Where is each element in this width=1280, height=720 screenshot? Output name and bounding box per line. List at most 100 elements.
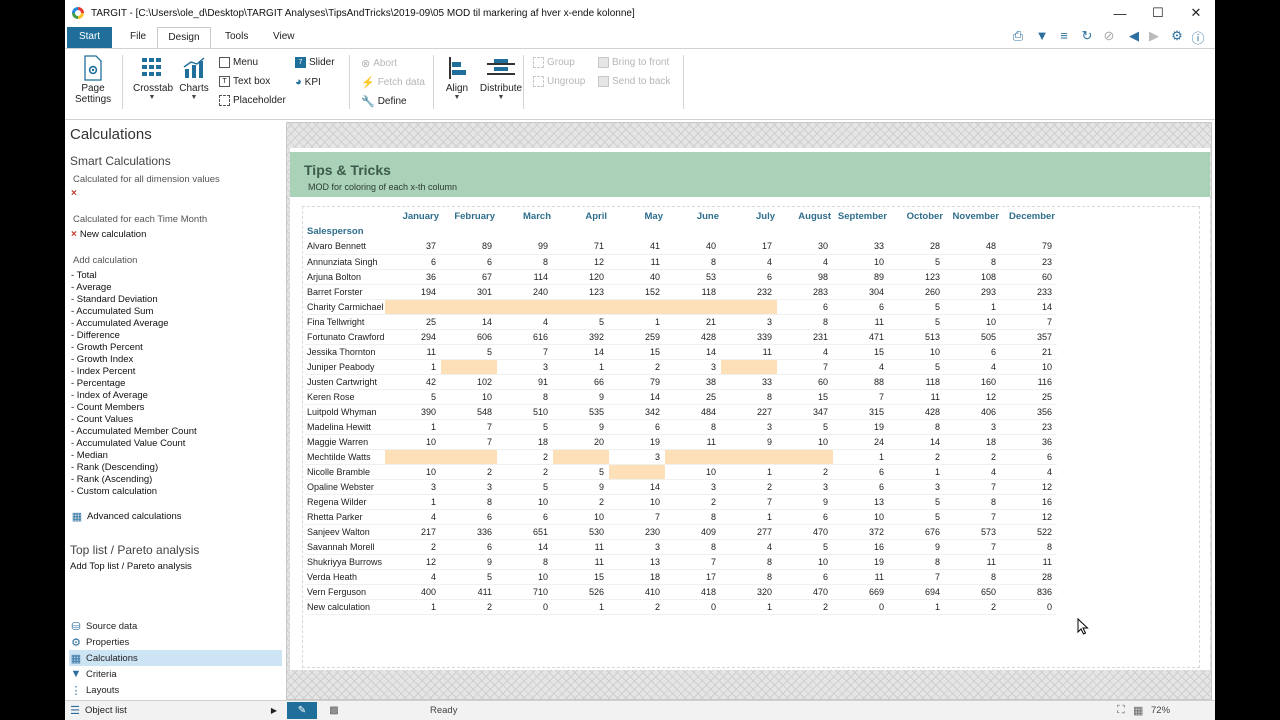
fit-page-icon[interactable]: ⛶ (1117, 704, 1125, 716)
value-cell[interactable]: 7 (777, 359, 833, 375)
value-cell[interactable]: 37 (385, 239, 441, 255)
salesperson-name[interactable]: Opaline Webster (305, 479, 385, 495)
value-cell[interactable]: 10 (777, 434, 833, 450)
value-cell[interactable]: 651 (497, 524, 553, 540)
month-header[interactable]: May (644, 211, 663, 222)
value-cell[interactable]: 6 (777, 509, 833, 525)
value-cell[interactable] (609, 299, 665, 315)
value-cell[interactable] (665, 449, 721, 465)
value-cell[interactable]: 28 (1001, 569, 1057, 585)
value-cell[interactable]: 15 (609, 344, 665, 360)
value-cell[interactable]: 19 (833, 554, 889, 570)
value-cell[interactable]: 7 (441, 419, 497, 435)
value-cell[interactable]: 428 (665, 329, 721, 345)
value-cell[interactable]: 5 (441, 569, 497, 585)
value-cell[interactable]: 301 (441, 284, 497, 300)
value-cell[interactable]: 4 (497, 314, 553, 330)
value-cell[interactable]: 406 (945, 404, 1001, 420)
value-cell[interactable]: 400 (385, 584, 441, 600)
value-cell[interactable] (441, 359, 497, 375)
value-cell[interactable]: 505 (945, 329, 1001, 345)
value-cell[interactable]: 5 (889, 359, 945, 375)
value-cell[interactable]: 8 (497, 554, 553, 570)
value-cell[interactable]: 227 (721, 404, 777, 420)
value-cell[interactable]: 11 (833, 569, 889, 585)
add-calc-item[interactable]: - Index of Average (71, 390, 148, 401)
value-cell[interactable]: 0 (665, 599, 721, 615)
value-cell[interactable]: 9 (553, 419, 609, 435)
value-cell[interactable]: 7 (945, 539, 1001, 555)
slider-button[interactable]: 7 Slider (295, 57, 335, 68)
value-cell[interactable]: 13 (609, 554, 665, 570)
value-cell[interactable]: 11 (553, 554, 609, 570)
value-cell[interactable]: 15 (553, 569, 609, 585)
value-cell[interactable]: 6 (441, 254, 497, 270)
add-calc-item[interactable]: - Accumulated Member Count (71, 426, 197, 437)
salesperson-name[interactable]: Juniper Peabody (305, 359, 385, 375)
value-cell[interactable]: 260 (889, 284, 945, 300)
value-cell[interactable]: 7 (833, 389, 889, 405)
value-cell[interactable]: 8 (721, 389, 777, 405)
tab-design[interactable]: Design (157, 27, 211, 48)
value-cell[interactable]: 7 (441, 434, 497, 450)
salesperson-name[interactable]: Mechtilde Watts (305, 449, 385, 465)
value-cell[interactable]: 1 (385, 599, 441, 615)
value-cell[interactable]: 8 (777, 314, 833, 330)
value-cell[interactable]: 8 (497, 389, 553, 405)
value-cell[interactable]: 10 (665, 464, 721, 480)
value-cell[interactable]: 8 (665, 539, 721, 555)
value-cell[interactable]: 4 (777, 344, 833, 360)
value-cell[interactable]: 30 (777, 239, 833, 255)
value-cell[interactable]: 694 (889, 584, 945, 600)
month-header[interactable]: August (798, 211, 831, 222)
filter-list-icon[interactable]: ≡ (1060, 28, 1068, 43)
salesperson-name[interactable]: Savannah Morell (305, 539, 385, 555)
value-cell[interactable]: 42 (385, 374, 441, 390)
value-cell[interactable]: 471 (833, 329, 889, 345)
month-header[interactable]: July (755, 211, 775, 222)
value-cell[interactable]: 0 (497, 599, 553, 615)
add-toplist-link[interactable]: Add Top list / Pareto analysis (70, 561, 192, 572)
value-cell[interactable]: 12 (1001, 509, 1057, 525)
value-cell[interactable]: 6 (833, 464, 889, 480)
add-calc-item[interactable]: - Percentage (71, 378, 126, 389)
value-cell[interactable]: 11 (553, 539, 609, 555)
value-cell[interactable]: 48 (945, 239, 1001, 255)
value-cell[interactable] (721, 359, 777, 375)
value-cell[interactable]: 40 (609, 269, 665, 285)
value-cell[interactable]: 4 (721, 254, 777, 270)
value-cell[interactable]: 1 (945, 299, 1001, 315)
value-cell[interactable]: 11 (1001, 554, 1057, 570)
value-cell[interactable]: 10 (889, 344, 945, 360)
distribute-button[interactable]: Distribute ▼ (479, 55, 523, 101)
month-header[interactable]: January (402, 211, 439, 222)
value-cell[interactable]: 71 (553, 239, 609, 255)
value-cell[interactable]: 8 (665, 419, 721, 435)
salesperson-name[interactable]: Madelina Hewitt (305, 419, 385, 435)
value-cell[interactable]: 315 (833, 404, 889, 420)
remove-x-icon[interactable]: × (71, 229, 77, 240)
value-cell[interactable]: 392 (553, 329, 609, 345)
value-cell[interactable] (609, 464, 665, 480)
value-cell[interactable]: 99 (497, 239, 553, 255)
value-cell[interactable] (777, 449, 833, 465)
value-cell[interactable]: 2 (945, 449, 1001, 465)
placeholder-button[interactable]: Placeholder (219, 95, 286, 106)
value-cell[interactable]: 231 (777, 329, 833, 345)
value-cell[interactable]: 10 (385, 434, 441, 450)
value-cell[interactable]: 123 (889, 269, 945, 285)
new-calculation-item[interactable]: × New calculation (71, 229, 146, 240)
salesperson-name[interactable]: Fina Tellwright (305, 314, 385, 330)
value-cell[interactable]: 194 (385, 284, 441, 300)
value-cell[interactable]: 409 (665, 524, 721, 540)
value-cell[interactable]: 2 (777, 599, 833, 615)
value-cell[interactable]: 410 (609, 584, 665, 600)
value-cell[interactable]: 25 (665, 389, 721, 405)
page-settings-button[interactable]: Page Settings (75, 55, 111, 105)
value-cell[interactable]: 11 (665, 434, 721, 450)
value-cell[interactable]: 294 (385, 329, 441, 345)
value-cell[interactable]: 320 (721, 584, 777, 600)
value-cell[interactable]: 114 (497, 269, 553, 285)
value-cell[interactable]: 17 (721, 239, 777, 255)
value-cell[interactable]: 1 (889, 464, 945, 480)
